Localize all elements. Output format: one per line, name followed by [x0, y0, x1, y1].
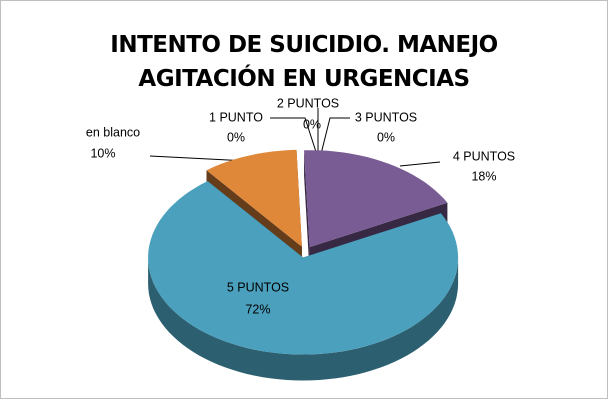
data-label-value: 0%: [227, 130, 245, 144]
data-label-name: 4 PUNTOS: [453, 149, 515, 163]
chart-title: INTENTO DE SUICIDIO. MANEJO AGITACIÓN EN…: [110, 32, 498, 92]
leader-line: [399, 161, 441, 167]
leader-line: [270, 117, 319, 159]
data-label-name: 1 PUNTO: [209, 110, 263, 124]
data-label-value: 72%: [245, 302, 270, 316]
data-label-value: 0%: [303, 117, 321, 131]
slice-side: [304, 150, 310, 274]
pie-walls: [148, 257, 459, 381]
slice: [304, 150, 448, 248]
data-label-name: 5 PUNTOS: [227, 280, 289, 294]
data-label-value: 10%: [90, 146, 115, 160]
data-label-name: 3 PUNTOS: [355, 110, 417, 124]
data-label-value: 18%: [471, 169, 496, 183]
pie-tops: [148, 149, 459, 355]
slice: [148, 181, 459, 355]
data-label-name: en blanco: [86, 125, 140, 139]
data-label-name: 2 PUNTOS: [277, 96, 339, 110]
slice-wall: [148, 257, 459, 381]
leader-line: [319, 117, 350, 159]
data-label-value: 0%: [377, 130, 395, 144]
slice: [206, 149, 302, 247]
